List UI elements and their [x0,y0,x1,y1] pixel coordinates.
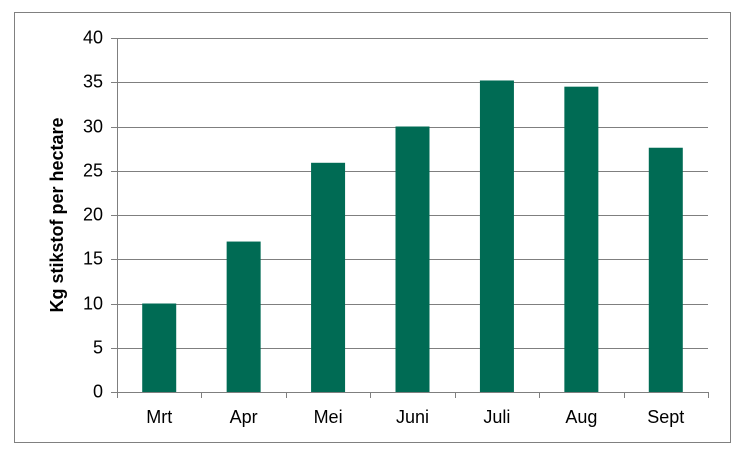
bar [142,303,177,392]
bar [564,86,599,393]
bar [226,241,261,392]
y-tick-label: 25 [83,160,103,180]
x-tick-label: Sept [647,407,684,427]
x-tick-label: Juli [483,407,510,427]
y-tick-label: 10 [83,293,103,313]
x-tick-label: Mei [314,407,343,427]
bar [311,162,346,392]
x-tick-label: Mrt [146,407,172,427]
x-tick-label: Juni [396,407,429,427]
bar [395,126,430,392]
bar [648,147,683,392]
y-tick-label: 0 [93,381,103,401]
y-tick-label: 20 [83,204,103,224]
y-tick-label: 35 [83,71,103,91]
y-tick-label: 30 [83,116,103,136]
y-tick-label: 15 [83,248,103,268]
y-tick-label: 5 [93,337,103,357]
bar [479,80,514,392]
x-tick-label: Apr [230,407,258,427]
x-tick-label: Aug [565,407,597,427]
y-tick-label: 40 [83,27,103,47]
chart-border [14,12,731,443]
y-axis-label: Kg stikstof per hectare [47,117,67,312]
